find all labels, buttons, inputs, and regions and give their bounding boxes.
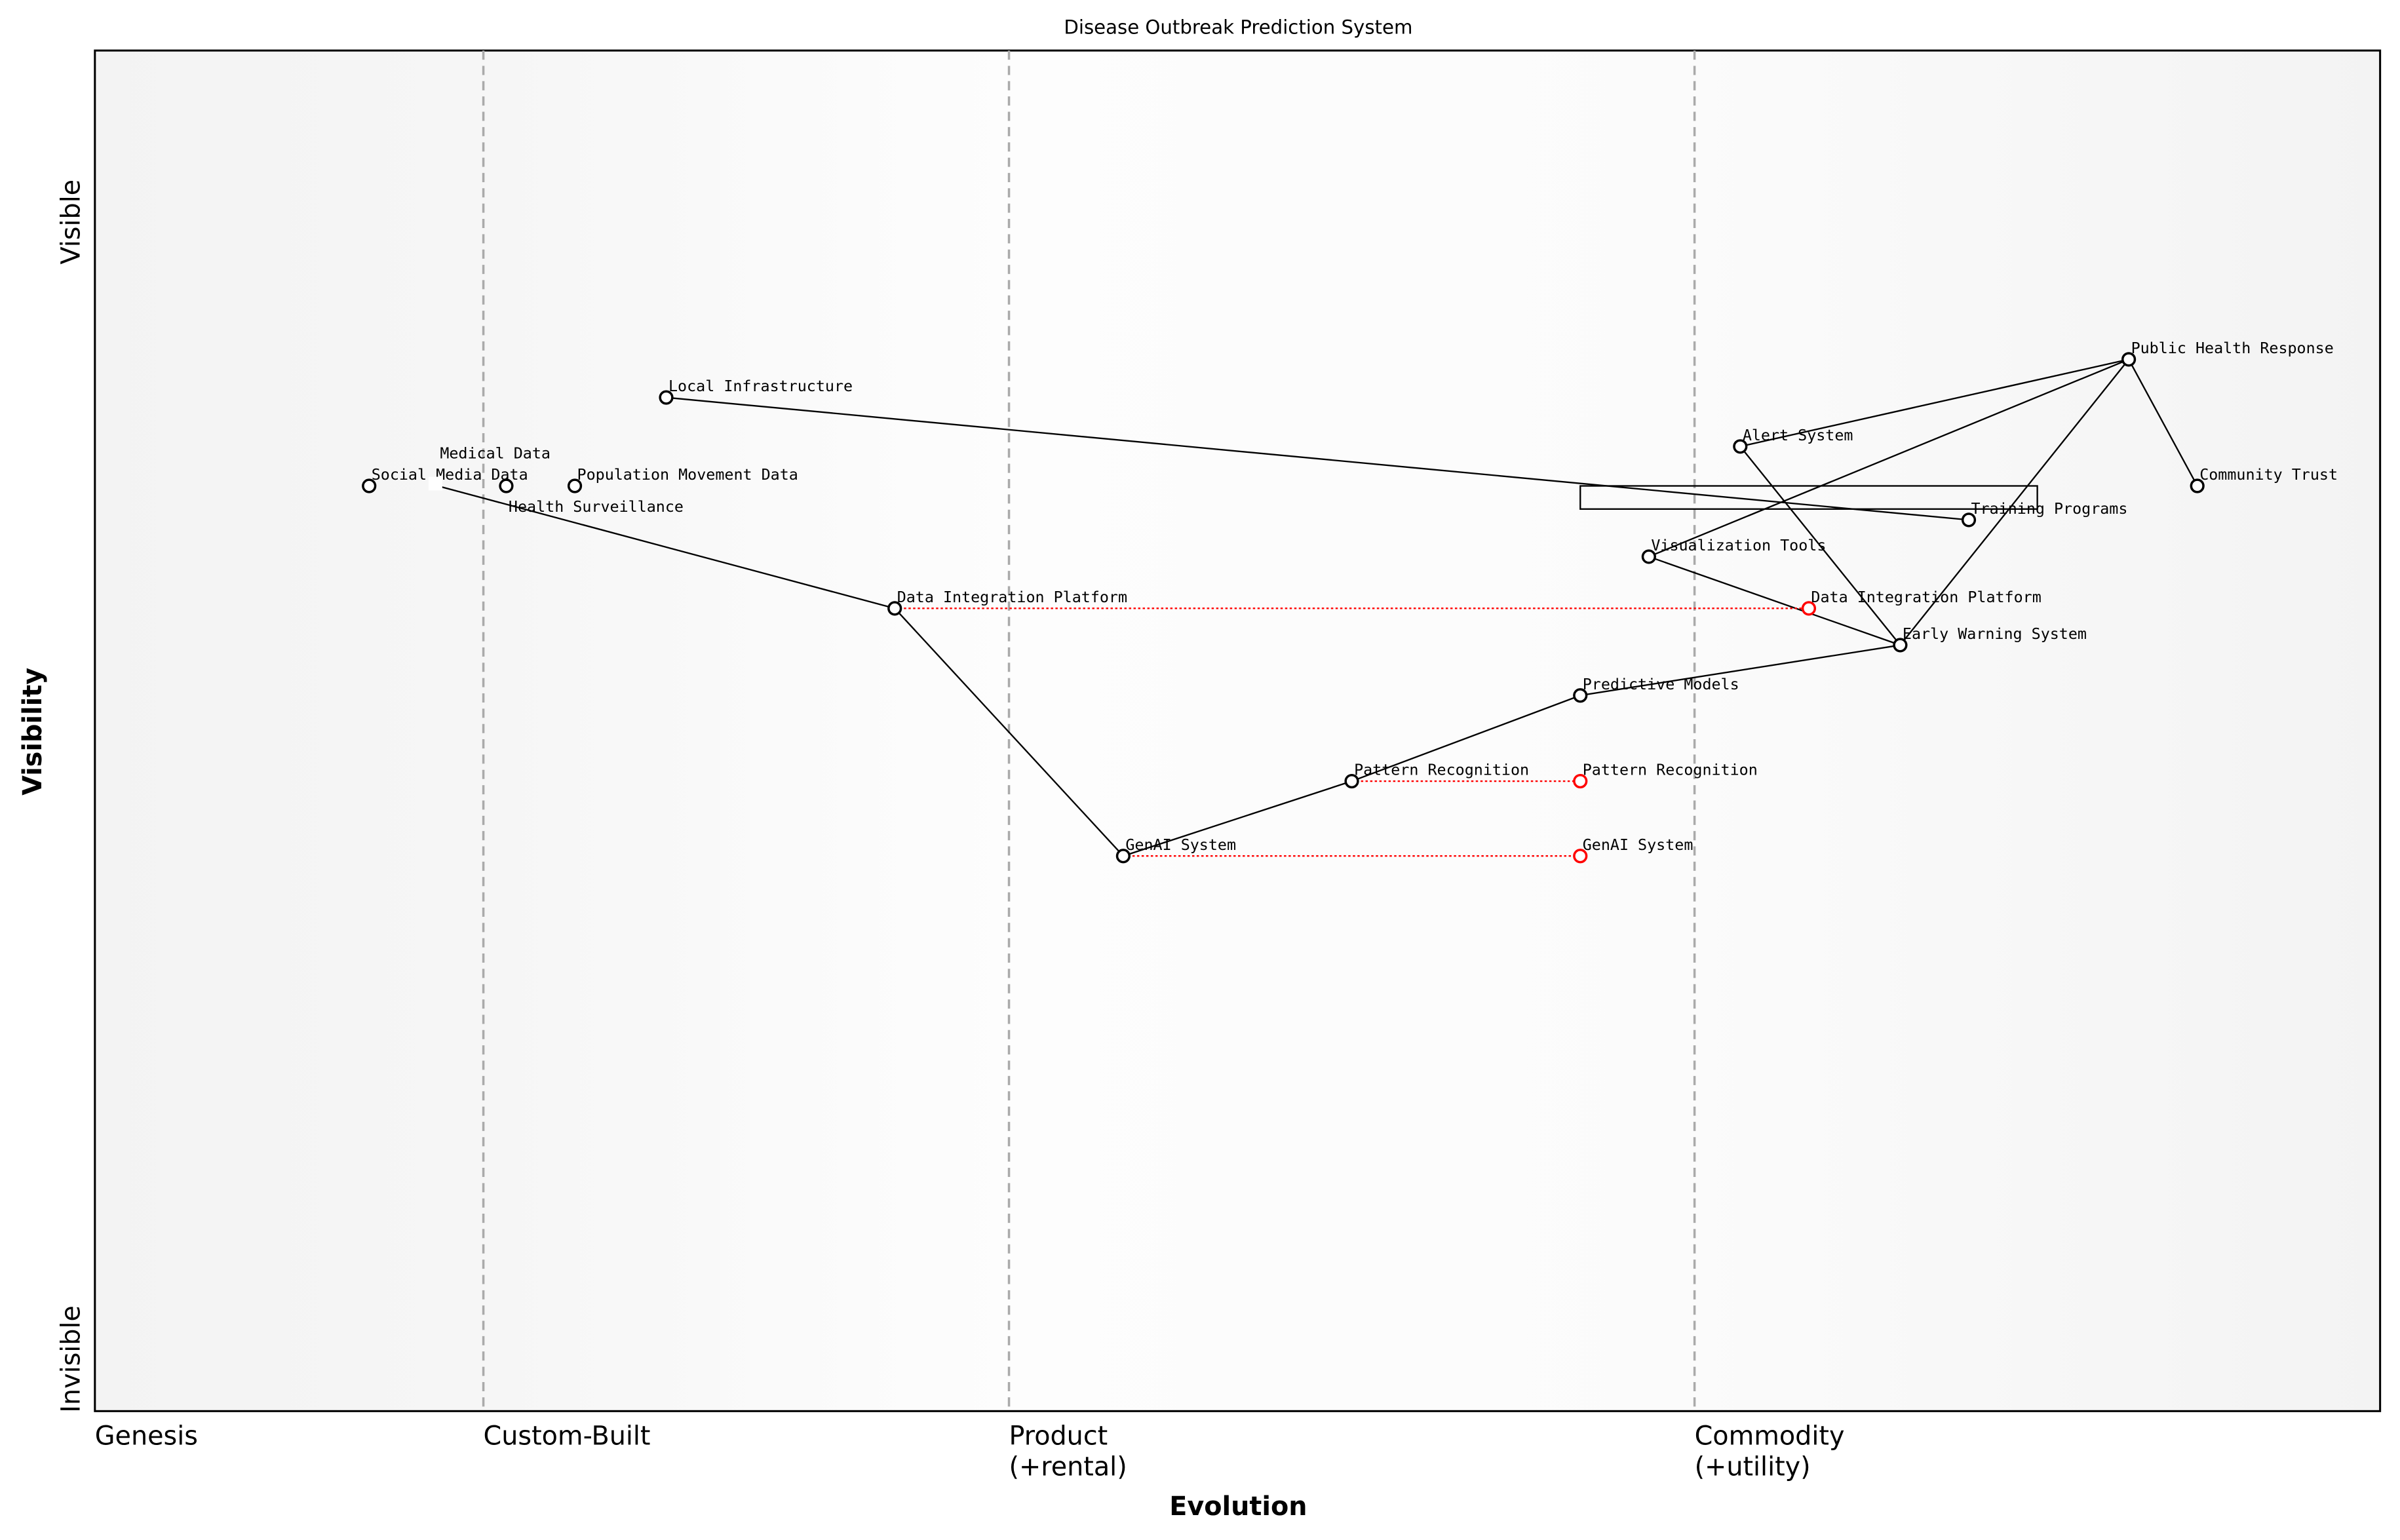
evolved-component-node[interactable] [1573, 849, 1588, 864]
component-node[interactable] [2190, 478, 2205, 493]
evolved-component-label: GenAI System [1583, 836, 1694, 854]
evolved-component-node[interactable] [1573, 773, 1588, 789]
component-label: GenAI System [1125, 836, 1236, 854]
component-label: Predictive Models [1583, 675, 1739, 693]
component-label: Visualization Tools [1651, 536, 1826, 554]
x-axis-label: Evolution [1169, 1492, 1307, 1522]
component-node[interactable] [2121, 352, 2137, 367]
component-node[interactable] [362, 478, 377, 493]
dependency-link [666, 396, 1969, 521]
y-axis-label: Visibility [18, 668, 48, 796]
dependency-link [437, 485, 895, 609]
component-node[interactable] [1641, 549, 1656, 564]
component-node[interactable] [567, 478, 583, 493]
y-top-label: Visible [56, 180, 86, 265]
component-node[interactable] [1115, 849, 1131, 864]
stage-label-genesis: Genesis [95, 1421, 198, 1452]
component-label: Population Movement Data [577, 465, 798, 484]
evolved-component-node[interactable] [1801, 601, 1817, 616]
component-node[interactable] [1961, 512, 1977, 528]
dependency-link [894, 607, 1124, 857]
dependency-link [1351, 695, 1581, 782]
component-label: Local Infrastructure [668, 377, 853, 395]
component-label: Community Trust [2199, 465, 2338, 484]
dependency-link [1123, 780, 1352, 857]
component-label: Health Surveillance [509, 497, 684, 516]
dependency-link [2128, 358, 2198, 487]
component-node[interactable] [1733, 439, 1748, 454]
component-label: Public Health Response [2131, 339, 2334, 357]
component-label: Pattern Recognition [1354, 761, 1529, 779]
component-node[interactable] [887, 601, 902, 616]
evolved-component-label: Data Integration Platform [1811, 588, 2041, 606]
dependency-link [1580, 644, 1901, 697]
dependency-link [1648, 556, 1901, 646]
stage-label-product: Product (+rental) [1009, 1421, 1127, 1482]
component-node[interactable] [1893, 638, 1908, 653]
component-label: Early Warning System [1903, 625, 2087, 643]
stage-label-custom-built: Custom-Built [484, 1421, 651, 1452]
component-node[interactable] [1344, 773, 1359, 789]
dependency-link [1648, 358, 2129, 558]
component-label: Medical Data [440, 444, 551, 462]
dependency-link [1739, 446, 1901, 646]
component-node[interactable] [659, 390, 674, 405]
dependency-link [1740, 358, 2129, 448]
map-title: Disease Outbreak Prediction System [1064, 16, 1412, 38]
evolved-component-label: Pattern Recognition [1583, 761, 1758, 779]
component-node[interactable] [1573, 688, 1588, 703]
component-label: Training Programs [1971, 499, 2128, 518]
dependency-link [1899, 358, 2129, 646]
component-label: Alert System [1743, 426, 1853, 444]
annotation-box [1579, 485, 2038, 510]
stage-label-commodity: Commodity (+utility) [1695, 1421, 1845, 1482]
component-node[interactable] [499, 478, 514, 493]
plot-area [94, 49, 2382, 1412]
component-label: Data Integration Platform [897, 588, 1127, 606]
component-node[interactable] [428, 476, 442, 491]
y-bottom-label: Invisible [56, 1305, 86, 1413]
